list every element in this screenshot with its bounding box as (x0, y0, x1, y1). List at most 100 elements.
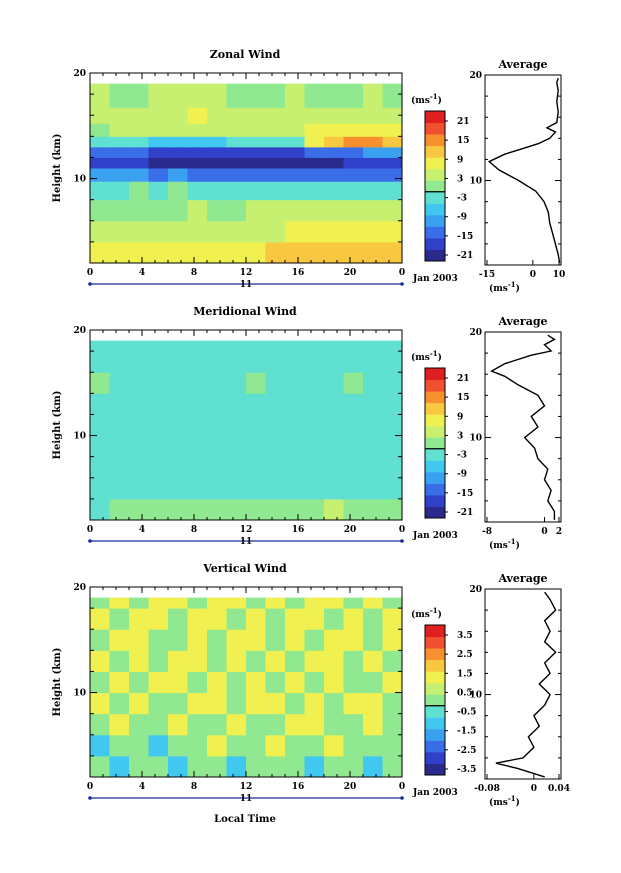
heatmap-cell (207, 414, 227, 437)
colorbar-swatch (425, 180, 445, 193)
heatmap-cell (304, 107, 325, 124)
heatmap-cell (226, 597, 247, 609)
colorbar-swatch (425, 379, 445, 392)
y-tick-label: 10 (73, 689, 86, 699)
x-tick-label: 20 (344, 525, 357, 535)
heatmap-cell (343, 692, 364, 715)
heatmap-cell (246, 372, 266, 394)
heatmap-cell (207, 692, 227, 715)
heatmap-cell (187, 456, 208, 479)
day-line-end (400, 796, 404, 800)
heatmap-cell (363, 608, 383, 630)
heatmap-cell (148, 107, 169, 124)
colorbar-swatch (425, 402, 445, 415)
heatmap-cell (168, 498, 188, 521)
colorbar-tick-label: -15 (457, 489, 473, 499)
heatmap-cell (285, 456, 305, 479)
heatmap-cell (129, 123, 149, 137)
x-tick-label: 0 (399, 525, 405, 535)
heatmap-cell (129, 692, 149, 715)
heatmap-cell (343, 181, 364, 201)
heatmap-cell (265, 136, 286, 148)
heatmap-cell (304, 629, 325, 651)
heatmap-cell (187, 199, 208, 222)
x-tick-label: 12 (240, 268, 253, 278)
heatmap-cell (187, 692, 208, 715)
x-tick-label: 4 (139, 268, 145, 278)
heatmap-cell (285, 220, 305, 243)
heatmap-cell (187, 181, 208, 201)
heatmap-cell (304, 597, 325, 609)
heatmap-cell (246, 734, 266, 757)
profile-unit: (ms-1) (489, 537, 520, 551)
heatmap-cell (207, 83, 227, 108)
heatmap-cell (285, 181, 305, 201)
heatmap-cell (148, 755, 169, 778)
day-line-end (88, 539, 92, 543)
colorbar-unit: (ms-1) (411, 606, 442, 620)
profile-x-tick-label: 0 (541, 527, 547, 537)
heatmap-cell (285, 608, 305, 630)
heatmap-cell (109, 650, 130, 672)
vertical-heatmap (90, 587, 403, 778)
heatmap-cell (265, 107, 286, 124)
heatmap-cell (246, 456, 266, 479)
heatmap-cell (187, 340, 208, 373)
profile-x-tick-label: 2 (556, 527, 562, 537)
heatmap-cell (246, 629, 266, 651)
colorbar-tick-label: -9 (457, 470, 467, 480)
heatmap-cell (207, 435, 227, 458)
heatmap-cell (226, 241, 247, 264)
heatmap-cell (90, 414, 110, 437)
heatmap-cell (246, 123, 266, 137)
heatmap-cell (382, 181, 403, 201)
heatmap-cell (304, 199, 325, 222)
heatmap-cell (265, 435, 286, 458)
heatmap-cell (207, 597, 227, 609)
colorbar-unit: (ms-1) (411, 92, 442, 106)
heatmap-cell (168, 692, 188, 715)
heatmap-cell (324, 650, 344, 672)
heatmap-cell (363, 393, 383, 415)
heatmap-cell (129, 597, 149, 609)
colorbar-tick-label: -15 (457, 232, 473, 242)
heatmap-cell (90, 241, 110, 264)
heatmap-cell (382, 435, 403, 458)
profile-x-tick-label: -0.08 (474, 784, 500, 794)
heatmap-cell (382, 168, 403, 182)
heatmap-cell (226, 734, 247, 757)
heatmap-cell (226, 220, 247, 243)
heatmap-cell (226, 477, 247, 500)
colorbar-tick-label: -9 (457, 213, 467, 223)
heatmap-cell (363, 168, 383, 182)
heatmap-cell (304, 608, 325, 630)
heatmap-cell (168, 146, 188, 158)
y-axis-label: Height (km) (52, 648, 63, 717)
profile-title: Average (497, 58, 547, 71)
heatmap-cell (382, 123, 403, 137)
heatmap-cell (129, 650, 149, 672)
heatmap-cell (246, 340, 266, 373)
colorbar-swatch (425, 134, 445, 147)
profile-x-tick-label: 0 (530, 270, 536, 280)
day-label: 11 (240, 280, 253, 290)
heatmap-cell (207, 629, 227, 651)
heatmap-cell (168, 107, 188, 124)
profile-y-tick-label: 20 (469, 71, 482, 81)
heatmap-cell (148, 671, 169, 694)
heatmap-cell (265, 734, 286, 757)
heatmap-cell (285, 83, 305, 108)
x-tick-label: 0 (87, 268, 93, 278)
heatmap-cell (207, 372, 227, 394)
heatmap-cell (168, 734, 188, 757)
heatmap-cell (304, 83, 325, 108)
x-tick-label: 20 (344, 268, 357, 278)
heatmap-cell (168, 199, 188, 222)
colorbar-swatch (425, 740, 445, 753)
profile-y-tick-label: 10 (469, 434, 482, 444)
heatmap-cell (343, 414, 364, 437)
heatmap-cell (246, 393, 266, 415)
colorbar-swatch (425, 237, 445, 250)
heatmap-cell (168, 477, 188, 500)
heatmap-cell (207, 146, 227, 158)
